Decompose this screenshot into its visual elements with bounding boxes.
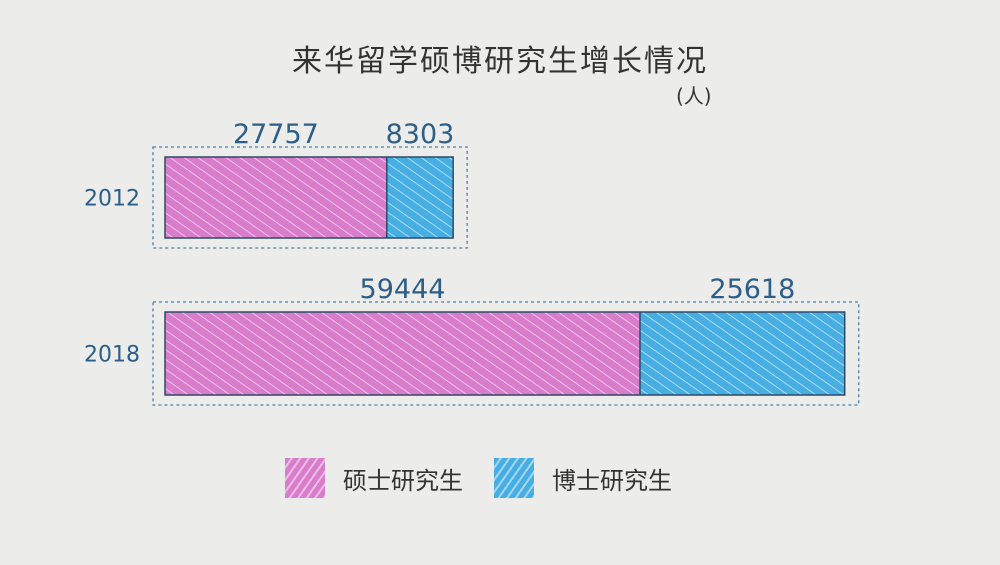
bar-group-frame <box>152 146 468 249</box>
legend-item-doctor: 博士研究生 <box>494 458 672 498</box>
category-label: 2018 <box>84 343 140 368</box>
data-label: 59444 <box>360 274 446 305</box>
bar-hatch <box>640 312 845 395</box>
legend-label-doctor: 博士研究生 <box>552 466 672 495</box>
legend-item-master: 硕士研究生 <box>285 458 463 498</box>
bar-outline <box>164 311 846 396</box>
bar-group-frame <box>152 301 860 406</box>
bar-hatch <box>386 157 454 238</box>
bar-hatch <box>165 157 387 238</box>
unit-label: (人) <box>676 84 712 108</box>
category-label: 2012 <box>84 187 140 212</box>
data-label: 8303 <box>386 119 455 150</box>
legend-swatch-doctor <box>494 458 534 498</box>
legend-swatch-master <box>285 458 325 498</box>
chart-title: 来华留学硕博研究生增长情况 <box>292 44 708 79</box>
bar-outline <box>164 156 454 239</box>
bar-hatch <box>165 312 640 395</box>
data-label: 25618 <box>709 274 795 305</box>
legend-label-master: 硕士研究生 <box>343 466 463 495</box>
data-label: 27757 <box>233 119 319 150</box>
